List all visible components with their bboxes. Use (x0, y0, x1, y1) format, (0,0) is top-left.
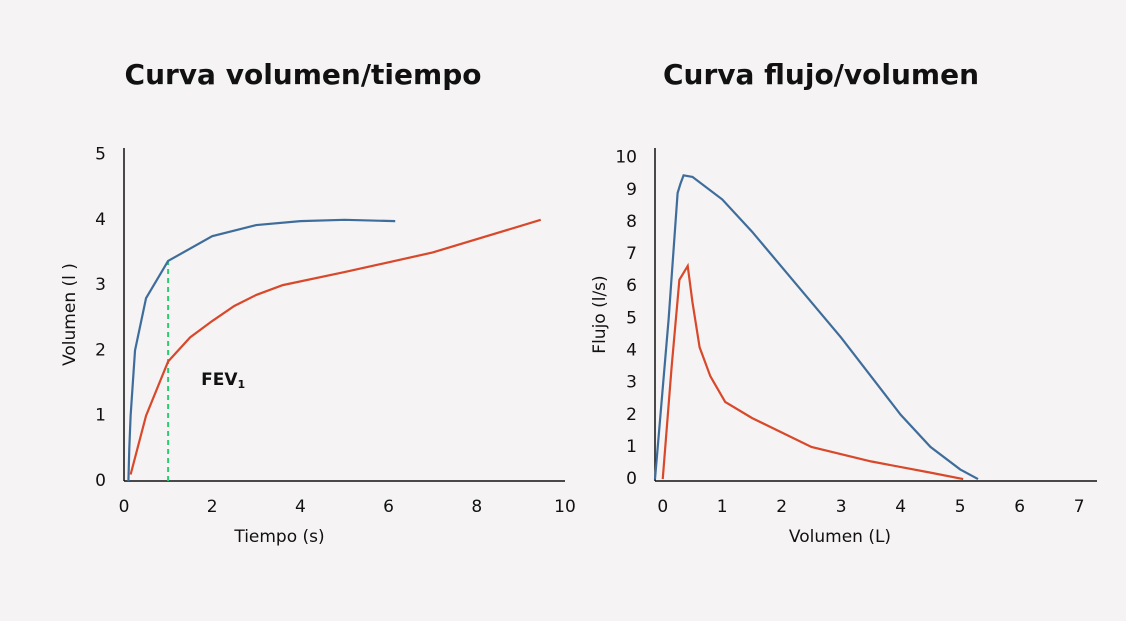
x-tick-label: 0 (119, 497, 130, 517)
y-axis-title: Volumen (l ) (60, 263, 80, 366)
y-tick-label: 7 (626, 244, 637, 264)
y-tick-label: 3 (626, 373, 637, 393)
x-tick-label: 4 (895, 497, 906, 517)
y-tick-label: 6 (626, 276, 637, 296)
line (653, 174, 979, 481)
y-tick-label: 4 (626, 341, 637, 361)
y-axis-title: Flujo (l/s) (590, 275, 610, 353)
x-axis-title: Tiempo (s) (233, 527, 324, 547)
x-tick-label: 4 (295, 497, 306, 517)
y-tick-label: 8 (626, 212, 637, 232)
annotation: FEV1 (201, 370, 245, 391)
y-tick-label: 9 (626, 180, 637, 200)
annotation-subscript: 1 (237, 378, 245, 391)
x-tick-label: 5 (955, 497, 966, 517)
y-tick-label: 1 (626, 437, 637, 457)
y-tick-label: 2 (95, 340, 106, 360)
line (129, 218, 542, 475)
x-tick-label: 1 (717, 497, 728, 517)
chart-title: Curva flujo/volumen (663, 58, 979, 91)
x-tick-label: 10 (554, 497, 576, 517)
x-tick-label: 3 (836, 497, 847, 517)
x-tick-label: 6 (383, 497, 394, 517)
y-tick-label: 4 (95, 210, 106, 230)
y-tick-label: 3 (95, 275, 106, 295)
line (127, 218, 396, 482)
x-tick-label: 2 (776, 497, 787, 517)
y-tick-label: 5 (95, 145, 106, 165)
y-tick-label: 2 (626, 405, 637, 425)
y-tick-label: 0 (95, 471, 106, 491)
y-tick-label: 1 (95, 406, 106, 426)
y-tick-label: 10 (615, 148, 637, 168)
x-tick-label: 6 (1014, 497, 1025, 517)
line (661, 262, 964, 481)
x-tick-label: 8 (471, 497, 482, 517)
annotation-text: FEV (201, 370, 238, 390)
x-axis-title: Volumen (L) (789, 527, 891, 547)
y-tick-label: 5 (626, 308, 637, 328)
chart-title: Curva volumen/tiempo (125, 58, 482, 91)
x-tick-label: 7 (1074, 497, 1085, 517)
y-tick-label: 0 (626, 469, 637, 489)
x-tick-label: 0 (657, 497, 668, 517)
x-tick-label: 2 (207, 497, 218, 517)
